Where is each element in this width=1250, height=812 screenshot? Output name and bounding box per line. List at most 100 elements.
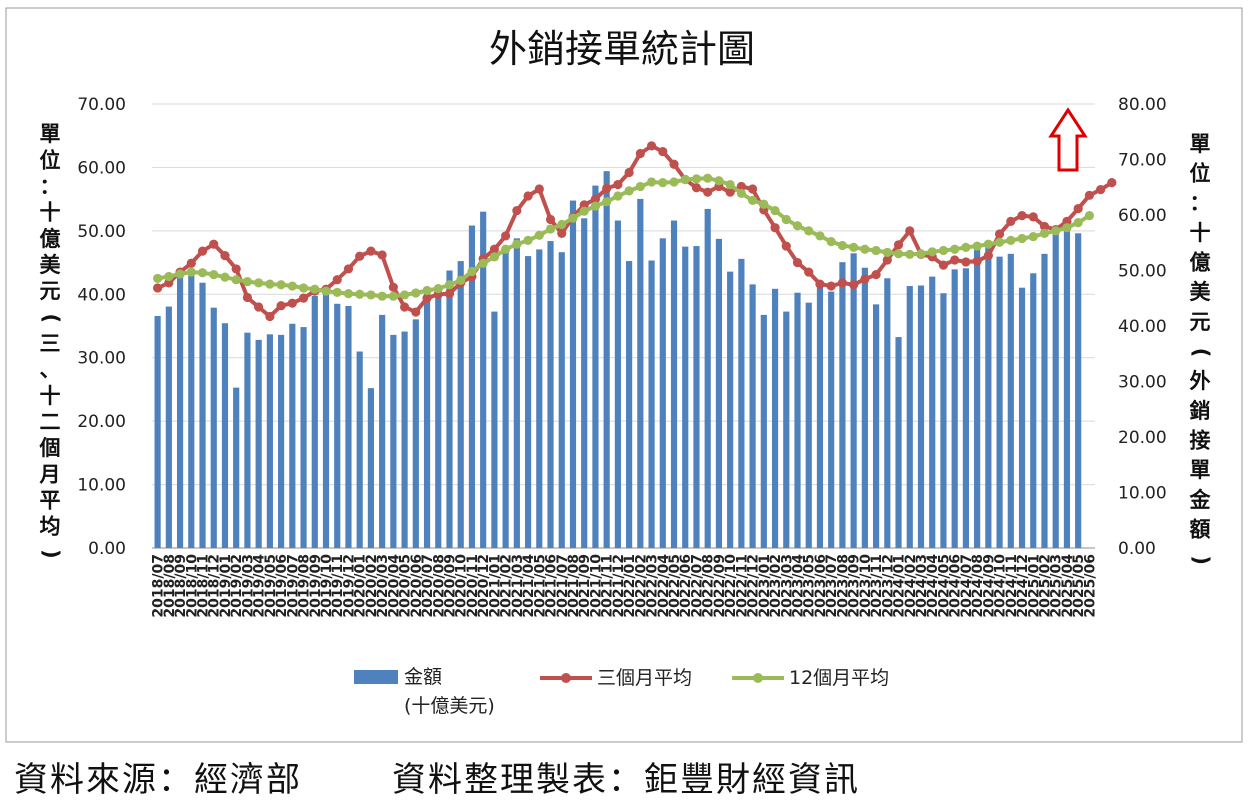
y-left-axis-label: ( — [39, 314, 63, 324]
series-line-12m-point — [759, 199, 769, 209]
x-tick-label: 2019/07 — [285, 554, 301, 618]
x-tick-label: 2023/05 — [802, 554, 818, 618]
y-right-axis-label: 位 — [1190, 162, 1211, 186]
legend-bar-swatch — [354, 670, 398, 684]
bar — [536, 249, 543, 548]
y-left-axis-label: 美 — [40, 253, 61, 277]
bar — [985, 247, 992, 548]
x-tick-label: 2021/03 — [510, 554, 526, 618]
series-line-3m-point — [512, 205, 522, 216]
series-line-3m-point — [961, 257, 971, 267]
x-tick-label: 2023/11 — [869, 554, 885, 618]
y-left-axis-label: ) — [39, 549, 63, 559]
series-line-3m-point — [422, 293, 432, 303]
series-line-3m-point — [186, 258, 196, 268]
series-line-3m-point — [893, 240, 904, 250]
bar — [1007, 253, 1014, 548]
series-line-3m-point — [658, 146, 668, 157]
bar — [906, 286, 913, 548]
x-tick-label: 2024/08 — [970, 554, 986, 618]
y-right-tick: 20.00 — [1118, 428, 1167, 448]
series-line-3m-point — [1028, 212, 1038, 222]
bar — [1041, 253, 1048, 548]
bar — [569, 200, 577, 548]
series-line-12m-point — [489, 252, 499, 262]
bar — [401, 331, 408, 548]
series-line-3m-point — [703, 187, 713, 197]
x-tick-label: 2019/12 — [341, 554, 357, 618]
bar — [884, 278, 891, 548]
bar — [165, 306, 172, 548]
series-line-3m-point — [164, 278, 174, 288]
bar — [188, 272, 195, 548]
bar — [345, 306, 352, 548]
series-line-12m-point — [343, 289, 354, 299]
y-right-tick: 0.00 — [1118, 539, 1156, 559]
series-line-12m-point — [287, 281, 297, 291]
x-tick-label: 2022/09 — [712, 554, 728, 618]
series-line-3m-point — [905, 226, 915, 236]
y-right-tick: 40.00 — [1118, 317, 1167, 337]
series-line-3m-point — [871, 270, 881, 280]
series-line-3m-point — [1062, 216, 1072, 226]
bar — [592, 185, 599, 548]
y-left-axis-label: ： — [40, 174, 61, 198]
series-line-12m-point — [804, 226, 814, 236]
series-line-12m-point — [849, 242, 859, 252]
y-left-axis-label: 、 — [40, 358, 61, 382]
up-arrow-annotation — [1048, 107, 1088, 172]
series-line-12m-point — [254, 278, 264, 288]
x-tick-label: 2023/04 — [791, 554, 807, 618]
bar — [749, 284, 756, 548]
bar — [816, 282, 824, 548]
series-line-12m-point — [983, 239, 993, 249]
series-line-3m-point — [792, 257, 803, 268]
y-left-axis-label: 三 — [40, 332, 61, 356]
bar — [233, 387, 240, 548]
x-tick-label: 2022/11 — [734, 554, 750, 618]
series-line-3m-point — [748, 184, 758, 194]
series-line-3m-point — [669, 159, 679, 169]
bar — [210, 307, 217, 548]
series-line-12m-point — [1006, 235, 1016, 245]
x-tick-label: 2021/10 — [588, 554, 604, 618]
series-line-12m-point — [602, 197, 612, 207]
bar — [996, 256, 1003, 548]
bar — [390, 334, 397, 548]
bar — [603, 171, 610, 548]
series-line-12m-point — [994, 237, 1005, 247]
series-line-3m-point — [276, 301, 286, 311]
x-tick-label: 2021/06 — [544, 554, 560, 618]
x-tick-label: 2024/02 — [903, 554, 919, 618]
series-line-12m-point — [972, 241, 982, 251]
y-right-axis-label: ) — [1189, 555, 1213, 565]
series-line-3m-point — [938, 260, 949, 270]
series-line-12m-point — [624, 186, 634, 196]
x-tick-label: 2022/07 — [689, 554, 705, 618]
series-line-3m-point — [613, 179, 623, 190]
y-left-tick: 10.00 — [77, 476, 126, 496]
y-left-axis-label: 月 — [39, 462, 61, 486]
y-right-tick: 70.00 — [1118, 151, 1167, 171]
x-tick-label: 2021/09 — [577, 554, 593, 618]
x-tick-label: 2022/04 — [656, 554, 672, 618]
series-line-3m-point — [1073, 204, 1083, 214]
y-left-tick: 0.00 — [88, 539, 126, 559]
y-left-axis-label: 個 — [39, 436, 61, 460]
x-tick-label: 2024/01 — [892, 554, 908, 618]
x-tick-label: 2019/10 — [319, 554, 335, 618]
bar — [322, 293, 330, 548]
x-tick-label: 2018/08 — [162, 554, 178, 618]
series-line-3m-point — [399, 302, 410, 312]
bar — [311, 296, 318, 548]
y-left-axis-label: 平 — [40, 489, 61, 513]
series-line-12m-point — [265, 279, 275, 289]
y-left-tick: 70.00 — [77, 95, 126, 115]
x-tick-label: 2021/04 — [521, 554, 537, 618]
x-tick-label: 2022/02 — [633, 554, 649, 618]
series-line-12m-point — [220, 272, 230, 282]
bar — [435, 296, 442, 548]
series-line-3m-point — [343, 264, 354, 274]
series-line-12m-point — [579, 206, 589, 216]
series-line-12m-point — [770, 205, 780, 216]
